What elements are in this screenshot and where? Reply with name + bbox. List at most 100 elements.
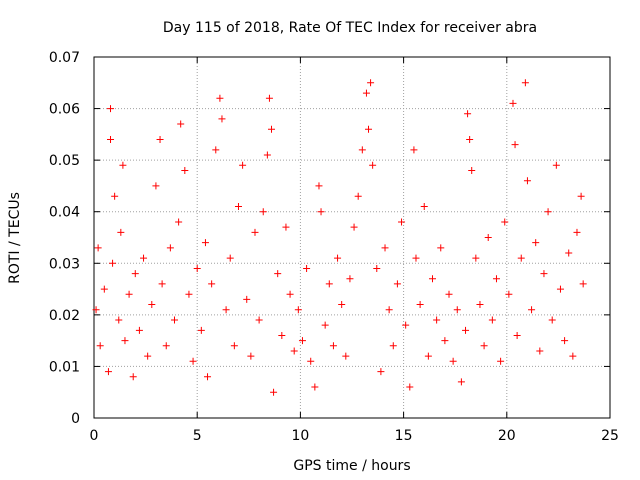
chart-title: Day 115 of 2018, Rate Of TEC Index for r…	[163, 20, 537, 36]
data-point	[511, 141, 519, 149]
data-point	[346, 275, 354, 283]
data-point	[420, 203, 428, 211]
data-point	[109, 259, 117, 267]
data-point	[303, 264, 311, 272]
data-point	[255, 316, 263, 324]
data-point	[94, 244, 102, 252]
data-point	[406, 383, 414, 391]
data-point	[96, 342, 104, 350]
data-point	[222, 306, 230, 314]
y-tick-label: 0	[71, 411, 80, 427]
data-point	[282, 223, 290, 231]
data-point	[573, 228, 581, 236]
data-point	[230, 342, 238, 350]
data-point	[170, 316, 178, 324]
data-point	[317, 208, 325, 216]
data-point	[175, 218, 183, 226]
data-point	[433, 316, 441, 324]
data-point	[278, 331, 286, 339]
axis-ticks: 0 0.01 0.02 0.03 0.04 0.05 0.06 0.07 0 5 10 15 20 25	[49, 50, 619, 444]
data-point	[402, 321, 410, 329]
data-point	[226, 254, 234, 262]
data-point	[135, 326, 143, 334]
data-point	[358, 146, 366, 154]
data-point	[294, 306, 302, 314]
data-point	[104, 368, 112, 376]
data-point	[119, 161, 127, 169]
data-point	[552, 161, 560, 169]
data-point	[389, 342, 397, 350]
data-point	[290, 347, 298, 355]
data-point	[517, 254, 525, 262]
data-point	[185, 290, 193, 298]
data-point	[424, 352, 432, 360]
data-point	[274, 270, 282, 278]
data-point	[239, 161, 247, 169]
data-point	[476, 301, 484, 309]
data-point	[212, 146, 220, 154]
data-point	[466, 136, 474, 144]
data-point	[307, 357, 315, 365]
data-point	[329, 342, 337, 350]
data-point	[342, 352, 350, 360]
data-point	[354, 192, 362, 200]
data-point	[92, 306, 100, 314]
x-tick-label: 25	[601, 428, 619, 444]
data-point	[528, 306, 536, 314]
data-point	[416, 301, 424, 309]
data-point	[513, 331, 521, 339]
x-tick-label: 20	[498, 428, 516, 444]
data-point	[521, 79, 529, 87]
data-point	[532, 239, 540, 247]
data-point	[100, 285, 108, 293]
grid-lines	[94, 57, 610, 418]
data-point	[311, 383, 319, 391]
data-point	[144, 352, 152, 360]
data-point	[488, 316, 496, 324]
data-point	[548, 316, 556, 324]
data-point	[201, 239, 209, 247]
data-point	[577, 192, 585, 200]
y-tick-label: 0.01	[49, 359, 80, 375]
data-point	[204, 373, 212, 381]
data-point	[298, 337, 306, 345]
data-point	[166, 244, 174, 252]
data-point	[457, 378, 465, 386]
data-point	[367, 79, 375, 87]
data-point	[325, 280, 333, 288]
data-point	[556, 285, 564, 293]
data-point	[162, 342, 170, 350]
data-point	[268, 125, 276, 133]
data-point	[334, 254, 342, 262]
data-point	[472, 254, 480, 262]
data-point	[544, 208, 552, 216]
data-point	[181, 166, 189, 174]
y-tick-label: 0.07	[49, 50, 80, 66]
data-point	[243, 295, 251, 303]
data-point	[350, 223, 358, 231]
data-point	[117, 228, 125, 236]
plot-frame	[93, 56, 611, 419]
data-point	[453, 306, 461, 314]
data-point	[131, 270, 139, 278]
data-point	[208, 280, 216, 288]
x-tick-label: 10	[291, 428, 309, 444]
data-point	[398, 218, 406, 226]
data-point	[111, 192, 119, 200]
data-point	[177, 120, 185, 128]
data-point	[523, 177, 531, 185]
data-point	[193, 264, 201, 272]
data-point	[197, 326, 205, 334]
data-point	[484, 234, 492, 241]
y-tick-label: 0.04	[49, 205, 80, 221]
data-point	[462, 326, 470, 334]
data-point	[561, 337, 569, 345]
data-point	[148, 301, 156, 309]
data-point	[509, 99, 517, 107]
data-point	[445, 290, 453, 298]
data-points	[92, 79, 587, 396]
data-point	[373, 264, 381, 272]
data-point	[218, 115, 226, 123]
data-point	[369, 161, 377, 169]
